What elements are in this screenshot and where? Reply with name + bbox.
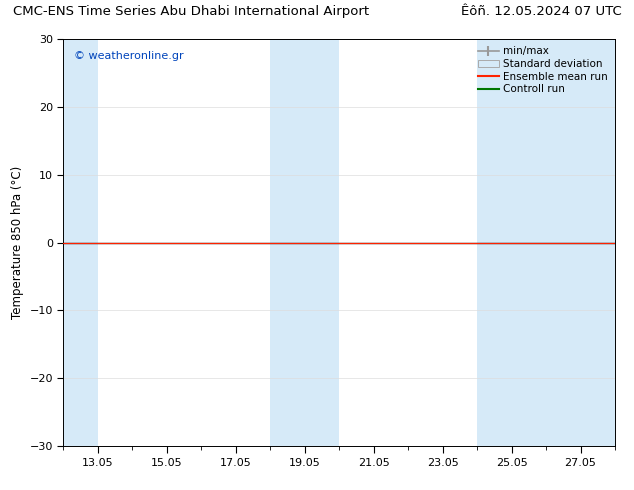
Bar — [63, 39, 98, 446]
Text: Êôñ. 12.05.2024 07 UTC: Êôñ. 12.05.2024 07 UTC — [460, 5, 621, 18]
Bar — [270, 39, 339, 446]
Text: © weatheronline.gr: © weatheronline.gr — [74, 51, 184, 61]
Text: CMC-ENS Time Series Abu Dhabi International Airport: CMC-ENS Time Series Abu Dhabi Internatio… — [13, 5, 369, 18]
Legend: min/max, Standard deviation, Ensemble mean run, Controll run: min/max, Standard deviation, Ensemble me… — [476, 45, 610, 97]
Bar — [477, 39, 615, 446]
Y-axis label: Temperature 850 hPa (°C): Temperature 850 hPa (°C) — [11, 166, 24, 319]
